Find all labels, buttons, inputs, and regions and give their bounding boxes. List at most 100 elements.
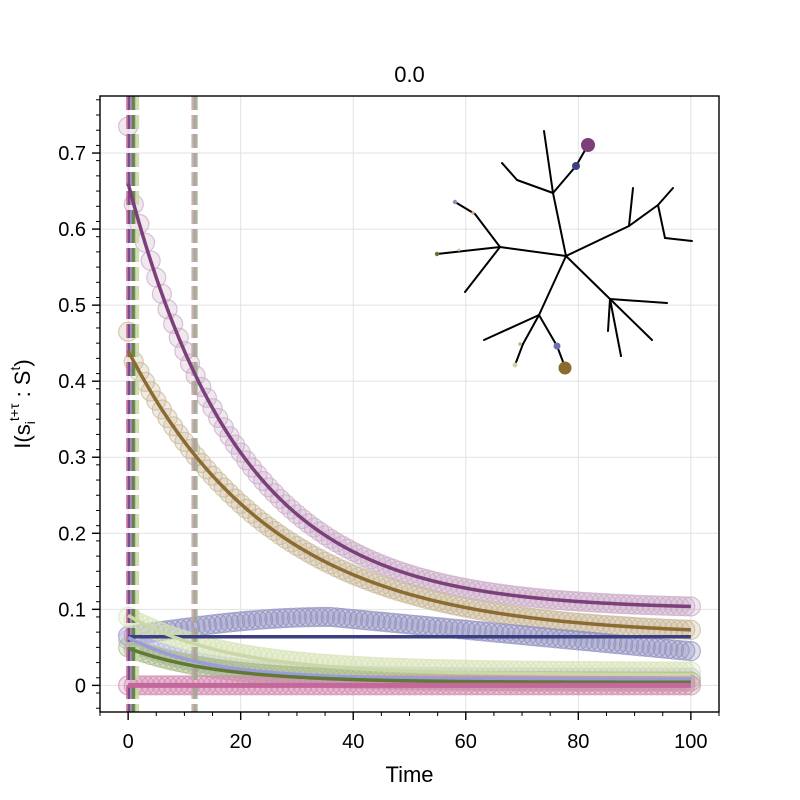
- inset-tree-diagram: [434, 130, 693, 375]
- fit-line-1: [126, 349, 691, 632]
- tree-node: [558, 361, 572, 375]
- scatter-point: [371, 611, 392, 632]
- scatter-point: [309, 606, 330, 628]
- tree-node: [512, 362, 518, 368]
- scatter-point: [365, 611, 386, 632]
- y-axis-label-tail-sup: t: [7, 367, 23, 371]
- scatter-point: [551, 628, 572, 649]
- y-tick-label: 0.3: [58, 447, 86, 469]
- scatter-point: [224, 611, 246, 633]
- scatter-point: [393, 613, 414, 634]
- tree-node: [471, 211, 475, 215]
- x-tick-label: 80: [567, 731, 589, 753]
- y-axis-label-sub: i: [22, 421, 38, 424]
- tree-edge: [609, 298, 653, 341]
- scatter-point: [208, 613, 229, 634]
- fit-line-5: [127, 646, 691, 685]
- tree-edge: [565, 225, 630, 257]
- tree-edge: [552, 192, 567, 257]
- scatter-series-1: [118, 321, 701, 640]
- y-axis-label: I(sit+τ : St): [6, 359, 38, 448]
- x-tick-label: 40: [342, 731, 364, 753]
- scatter-point: [269, 608, 291, 629]
- tree-edge: [607, 298, 611, 332]
- tree-edge: [516, 179, 554, 194]
- x-axis: 0 20 40 60 80 100: [99, 712, 720, 753]
- tree-edge: [454, 201, 476, 215]
- fit-line-0: [126, 183, 691, 609]
- scatter-point: [663, 639, 685, 660]
- scatter-point: [298, 607, 319, 628]
- y-axis-label-close: ): [10, 359, 35, 366]
- fit-layer: [126, 183, 691, 688]
- scatter-point: [455, 619, 476, 640]
- tree-node: [572, 162, 580, 170]
- tree-edge: [483, 314, 540, 341]
- scatter-point: [601, 633, 623, 654]
- tree-edge: [474, 213, 501, 248]
- scatter-point: [213, 613, 234, 634]
- x-tick-label: 100: [674, 731, 707, 753]
- tree-edge: [464, 246, 501, 293]
- tree-node: [553, 342, 561, 350]
- y-axis-label-tail: : S: [10, 371, 35, 404]
- tree-edge: [514, 343, 524, 366]
- tree-edge: [609, 298, 668, 304]
- tree-node: [434, 251, 440, 257]
- scatter-point: [292, 607, 313, 628]
- scatter-point: [258, 608, 279, 630]
- tree-edge: [522, 314, 540, 345]
- chart-title: 0.0: [394, 62, 425, 87]
- scatter-layer: [118, 116, 701, 696]
- scatter-point: [658, 638, 679, 660]
- scatter-point: [230, 611, 251, 632]
- tree-node: [581, 138, 595, 152]
- y-tick-label: 0.2: [58, 523, 86, 545]
- tree-edge: [657, 204, 666, 239]
- scatter-point: [219, 612, 240, 633]
- y-axis: 0 0.1 0.2 0.3 0.4 0.5 0.6 0.7: [58, 99, 100, 709]
- tree-edge: [501, 162, 518, 181]
- fit-line-3: [127, 635, 691, 682]
- scatter-point: [241, 610, 263, 631]
- scatter-point: [320, 606, 341, 628]
- y-tick-label: 0.7: [58, 143, 86, 165]
- scatter-point: [500, 623, 521, 645]
- scatter-point: [680, 641, 701, 662]
- scatter-point: [337, 608, 358, 629]
- scatter-point: [399, 614, 420, 635]
- x-tick-label: 60: [455, 731, 477, 753]
- scatter-series-0: [118, 116, 701, 617]
- scatter-point: [281, 607, 302, 628]
- scatter-point: [450, 619, 471, 640]
- scatter-point: [376, 612, 398, 633]
- x-tick-label: 20: [230, 731, 252, 753]
- tree-edge: [609, 298, 622, 357]
- fit-line-4: [127, 613, 691, 677]
- tree-edge: [552, 165, 577, 194]
- scatter-point: [326, 607, 347, 628]
- scatter-point: [607, 634, 628, 655]
- tree-edge: [499, 246, 567, 257]
- tree-edge: [543, 130, 554, 194]
- y-tick-label: 0: [75, 675, 86, 697]
- tree-edge: [565, 255, 611, 300]
- scatter-point: [348, 609, 369, 630]
- scatter-point: [286, 607, 308, 628]
- scatter-point: [196, 614, 218, 636]
- y-tick-label: 0.5: [58, 295, 86, 317]
- scatter-point: [354, 610, 375, 631]
- scatter-series-2: [118, 606, 701, 662]
- scatter-point: [303, 607, 324, 628]
- x-tick-label: 0: [123, 731, 134, 753]
- scatter-point: [236, 610, 257, 631]
- tree-edge: [628, 187, 634, 227]
- scatter-point: [314, 606, 336, 628]
- scatter-point: [247, 609, 268, 631]
- scatter-point: [675, 640, 696, 661]
- scatter-point: [405, 614, 426, 636]
- y-tick-label: 0.6: [58, 219, 86, 241]
- x-axis-label: Time: [385, 762, 433, 787]
- scatter-point: [652, 638, 673, 659]
